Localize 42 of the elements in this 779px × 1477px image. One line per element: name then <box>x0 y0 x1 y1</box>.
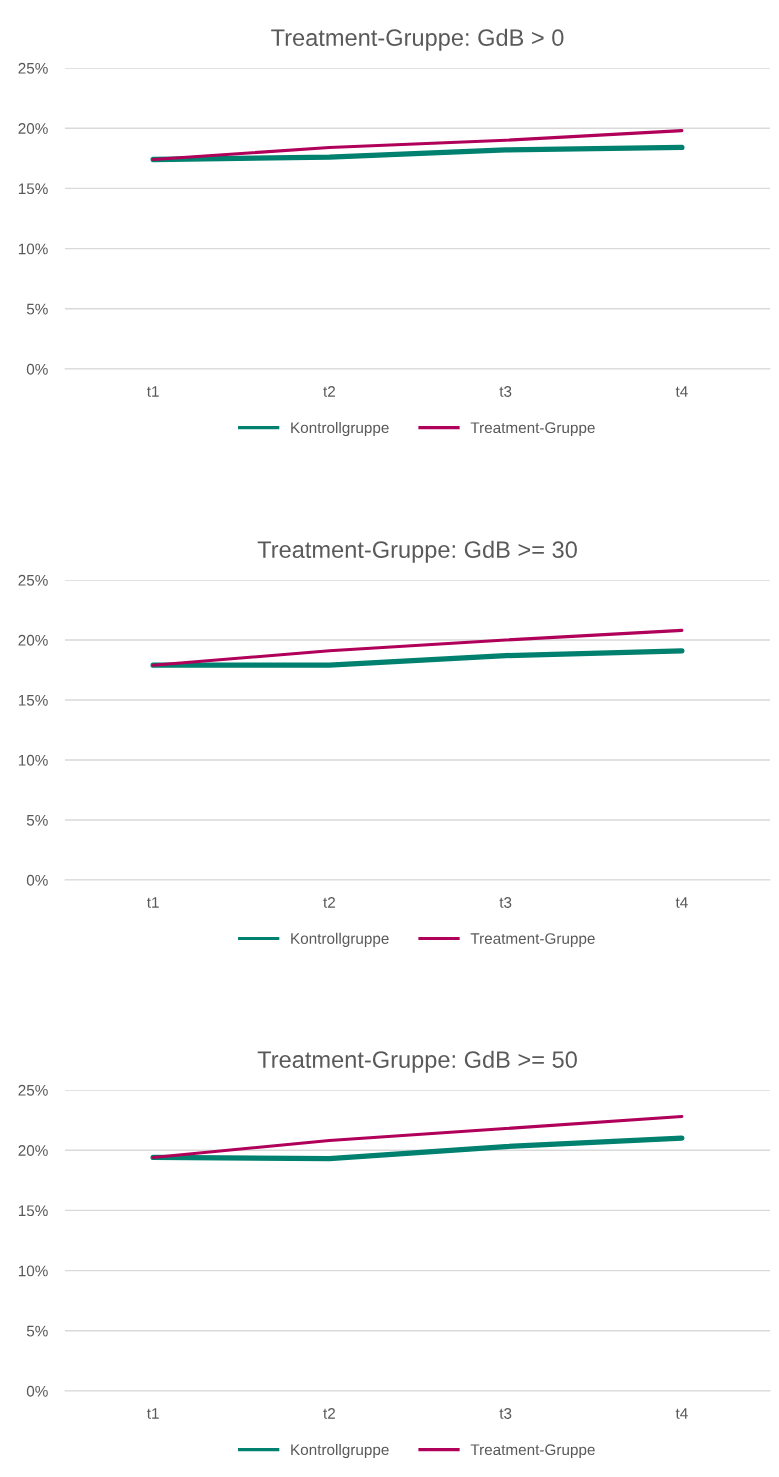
line-series <box>151 129 684 162</box>
y-tick-label: 20% <box>18 634 48 646</box>
x-tick-label: t1 <box>146 1408 159 1419</box>
x-tick-label: t2 <box>323 897 335 908</box>
x-tick-label: t3 <box>499 386 512 397</box>
legend-label: Treatment-Gruppe <box>470 422 595 437</box>
x-tick-label: t2 <box>323 386 335 397</box>
legend-label: Treatment-Gruppe <box>470 1444 595 1459</box>
chart-title: Treatment-Gruppe: GdB >= 30 <box>257 540 577 563</box>
x-tick-label: t3 <box>499 1408 512 1419</box>
y-tick-label: 10% <box>18 243 48 255</box>
y-tick-label: 20% <box>18 123 48 134</box>
y-tick-label: 25% <box>18 62 48 74</box>
y-tick-label: 25% <box>18 1084 48 1096</box>
y-tick-label: 0% <box>26 874 48 886</box>
y-tick-label: 5% <box>26 303 48 315</box>
y-tick-label: 5% <box>26 1325 48 1337</box>
y-tick-label: 0% <box>26 363 48 375</box>
y-tick-label: 20% <box>18 1145 48 1156</box>
x-tick-label: t3 <box>499 897 512 908</box>
y-tick-label: 5% <box>26 814 48 826</box>
y-tick-label: 0% <box>26 1385 48 1397</box>
x-tick-label: t4 <box>675 1408 688 1419</box>
legend-label: Treatment-Gruppe <box>470 933 595 947</box>
y-tick-label: 10% <box>18 1265 48 1277</box>
y-tick-label: 25% <box>18 574 48 586</box>
x-tick-label: t4 <box>675 386 688 397</box>
y-tick-label: 15% <box>18 1205 48 1217</box>
y-tick-label: 10% <box>18 754 48 766</box>
x-tick-label: t2 <box>323 1408 335 1419</box>
chart-title: Treatment-Gruppe: GdB >= 50 <box>257 1050 577 1073</box>
chart-title: Treatment-Gruppe: GdB > 0 <box>271 28 564 51</box>
y-tick-label: 15% <box>18 694 48 706</box>
x-tick-label: t1 <box>146 897 159 908</box>
line-series <box>151 1114 684 1159</box>
legend-label: Kontrollgruppe <box>291 1443 389 1459</box>
line-series <box>151 628 684 667</box>
legend-label: Kontrollgruppe <box>291 932 389 947</box>
y-tick-label: 15% <box>18 183 48 195</box>
x-tick-label: t4 <box>675 897 688 908</box>
x-tick-label: t1 <box>146 386 159 397</box>
legend-label: Kontrollgruppe <box>291 421 389 437</box>
